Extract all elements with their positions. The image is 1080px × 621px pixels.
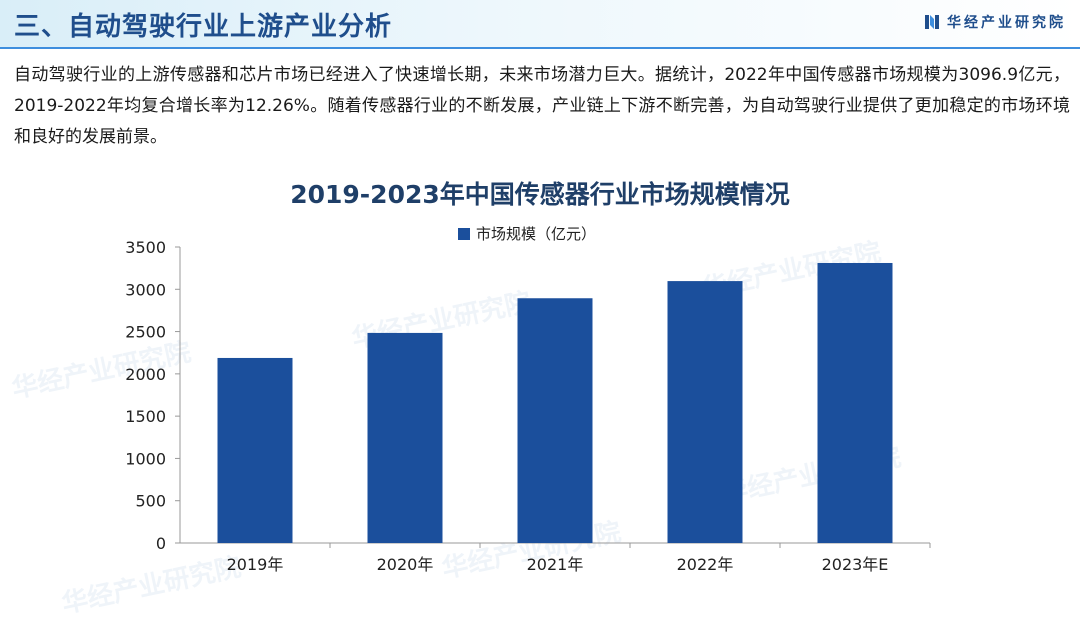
brand: 华经产业研究院 bbox=[925, 12, 1066, 32]
bar-2022年 bbox=[667, 281, 743, 543]
y-tick-label: 500 bbox=[135, 492, 166, 511]
brand-name: 华经产业研究院 bbox=[947, 15, 1066, 31]
bar-2023年E bbox=[817, 262, 893, 543]
y-tick-label: 0 bbox=[156, 534, 166, 553]
x-tick-label: 2022年 bbox=[677, 555, 734, 574]
y-tick-label: 1500 bbox=[125, 407, 166, 426]
chart-legend: 市场规模（亿元） bbox=[458, 223, 596, 244]
brand-logo-icon bbox=[925, 15, 939, 29]
x-tick-label: 2021年 bbox=[527, 555, 584, 574]
bar-2020年 bbox=[367, 332, 443, 543]
y-tick-label: 2000 bbox=[125, 365, 166, 384]
bar-2021年 bbox=[517, 298, 593, 543]
header-background bbox=[0, 0, 1080, 48]
chart-title: 2019-2023年中国传感器行业市场规模情况 bbox=[290, 180, 790, 209]
x-tick-label: 2020年 bbox=[377, 555, 434, 574]
y-tick-label: 2500 bbox=[125, 323, 166, 342]
bar-2019年 bbox=[217, 357, 293, 543]
y-axis-ticks: 0 500 1000 1500 2000 2500 3000 3500 bbox=[125, 238, 180, 553]
x-tick-label: 2023年E bbox=[822, 555, 889, 574]
intro-paragraph: 自动驾驶行业的上游传感器和芯片市场已经进入了快速增长期，未来市场潜力巨大。据统计… bbox=[14, 65, 1070, 147]
bar-series bbox=[217, 262, 893, 543]
header-divider bbox=[0, 47, 1080, 49]
y-tick-label: 3000 bbox=[125, 280, 166, 299]
legend-swatch bbox=[458, 227, 470, 240]
legend-label: 市场规模（亿元） bbox=[476, 225, 597, 243]
section-header: 三、自动驾驶行业上游产业分析 华经产业研究院 bbox=[0, 0, 1080, 49]
x-tick-label: 2019年 bbox=[227, 555, 284, 574]
section-title: 三、自动驾驶行业上游产业分析 bbox=[14, 12, 393, 42]
y-tick-label: 1000 bbox=[125, 449, 166, 468]
x-axis-ticks: 2019年 2020年 2021年 2022年 2023年E bbox=[227, 543, 931, 574]
y-tick-label: 3500 bbox=[125, 238, 166, 257]
